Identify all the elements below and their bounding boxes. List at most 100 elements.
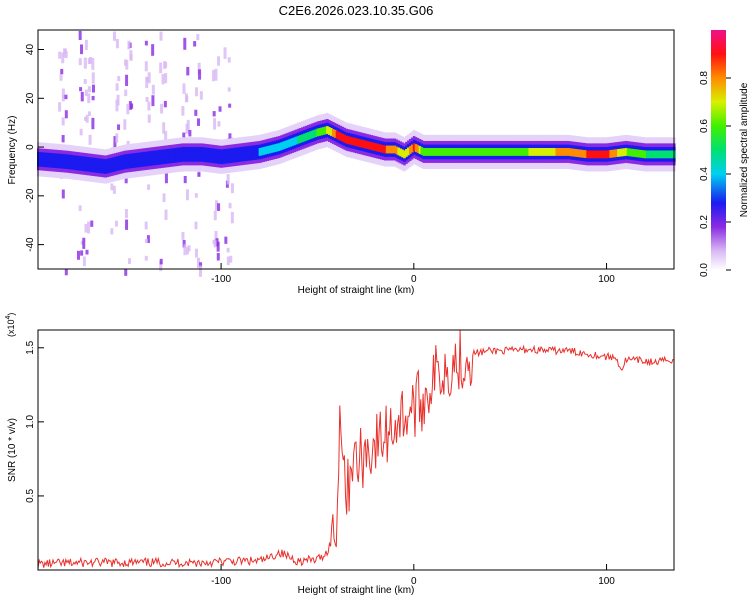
ridge-cell — [362, 140, 366, 149]
ridge-cell — [250, 149, 254, 157]
noise-cell — [80, 250, 84, 256]
noise-cell — [112, 185, 116, 194]
noise-cell — [194, 248, 198, 258]
ridge-cell — [624, 148, 628, 156]
noise-cell — [162, 122, 166, 134]
noise-cell — [226, 247, 230, 253]
ridge-cell — [356, 138, 360, 147]
noise-cell — [194, 109, 198, 116]
ridge-cell — [87, 160, 90, 169]
noise-cell — [151, 84, 155, 95]
ridge-cell — [341, 133, 345, 142]
ridge-cell — [98, 161, 102, 170]
colorbar-tick-label: 0.0 — [699, 263, 710, 277]
noise-cell — [196, 34, 200, 41]
ridge-cell — [582, 149, 586, 158]
ridge-cell — [148, 154, 152, 163]
noise-cell — [144, 61, 148, 72]
ridge-cell — [266, 146, 269, 154]
spectrogram-y-tick-label: -20 — [25, 188, 36, 203]
ridge-cell — [538, 148, 541, 156]
ridge-cell — [557, 148, 560, 156]
noise-cell — [163, 100, 167, 108]
ridge-cell — [262, 147, 266, 155]
ridge-cell — [110, 161, 113, 170]
spectrogram-y-tick-label: 40 — [25, 44, 36, 56]
noise-cell — [161, 73, 165, 85]
noise-cell — [144, 239, 148, 244]
ridge-cell — [638, 149, 641, 158]
noise-cell — [194, 193, 198, 198]
noise-cell — [82, 237, 86, 249]
ridge-cell — [89, 160, 92, 169]
ridge-cell — [526, 148, 530, 156]
ridge-cell — [343, 134, 347, 143]
ridge-cell — [81, 159, 84, 168]
noise-cell — [127, 258, 131, 264]
ridge-cell — [385, 145, 389, 154]
noise-cell — [79, 128, 83, 136]
ridge-cell — [237, 150, 241, 159]
ridge-cell — [457, 148, 460, 156]
noise-cell — [91, 57, 95, 70]
ridge-cell — [260, 147, 264, 156]
noise-cell — [115, 83, 119, 91]
ridge-cell — [393, 145, 397, 154]
noise-cell — [213, 210, 217, 221]
ridge-cell — [651, 150, 655, 159]
noise-cell — [80, 91, 84, 102]
ridge-cell — [117, 159, 121, 168]
ridge-cell — [649, 150, 653, 159]
ridge-cell — [108, 161, 111, 170]
ridge-cell — [364, 140, 368, 149]
ridge-cell — [299, 135, 302, 143]
ridge-cell — [551, 148, 555, 156]
noise-cell — [125, 74, 129, 86]
ridge-cell — [405, 149, 408, 157]
noise-cell — [217, 121, 221, 127]
ridge-cell — [592, 150, 595, 159]
noise-cell — [78, 205, 82, 212]
ridge-cell — [270, 145, 273, 153]
noise-cell — [183, 37, 187, 50]
ridge-cell — [175, 151, 179, 160]
ridge-cell — [69, 158, 73, 167]
ridge-cell — [520, 148, 524, 156]
noise-cell — [84, 224, 88, 233]
noise-cell — [188, 129, 192, 137]
ridge-cell — [541, 148, 545, 156]
ridge-cell — [353, 137, 356, 146]
noise-cell — [87, 93, 91, 104]
ridge-cell — [595, 150, 599, 159]
ridge-cell — [179, 150, 183, 159]
ridge-cell — [135, 156, 138, 165]
ridge-cell — [522, 148, 526, 156]
noise-cell — [76, 250, 80, 260]
ridge-cell — [555, 148, 559, 156]
noise-cell — [129, 54, 133, 61]
ridge-cell — [308, 131, 312, 140]
noise-cell — [164, 73, 168, 84]
ridge-cell — [486, 148, 489, 156]
ridge-cell — [443, 148, 447, 156]
ridge-cell — [320, 127, 323, 136]
ridge-cell — [177, 150, 181, 159]
ridge-cell — [233, 151, 237, 160]
ridge-cell — [370, 142, 374, 150]
ridge-cell — [647, 150, 651, 159]
noise-cell — [146, 235, 150, 244]
ridge-cell — [67, 158, 71, 166]
colorbar-gradient — [711, 30, 726, 270]
noise-cell — [64, 94, 68, 100]
ridge-cell — [547, 148, 551, 156]
ridge-cell — [264, 146, 268, 155]
noise-cell — [217, 203, 221, 211]
noise-cell — [198, 265, 202, 277]
noise-cell — [213, 118, 217, 130]
ridge-cell — [295, 136, 298, 145]
ridge-cell — [187, 150, 190, 159]
noise-cell — [115, 133, 119, 143]
ridge-cell — [632, 149, 636, 157]
ridge-cell — [281, 141, 285, 150]
noise-cell — [214, 230, 218, 241]
